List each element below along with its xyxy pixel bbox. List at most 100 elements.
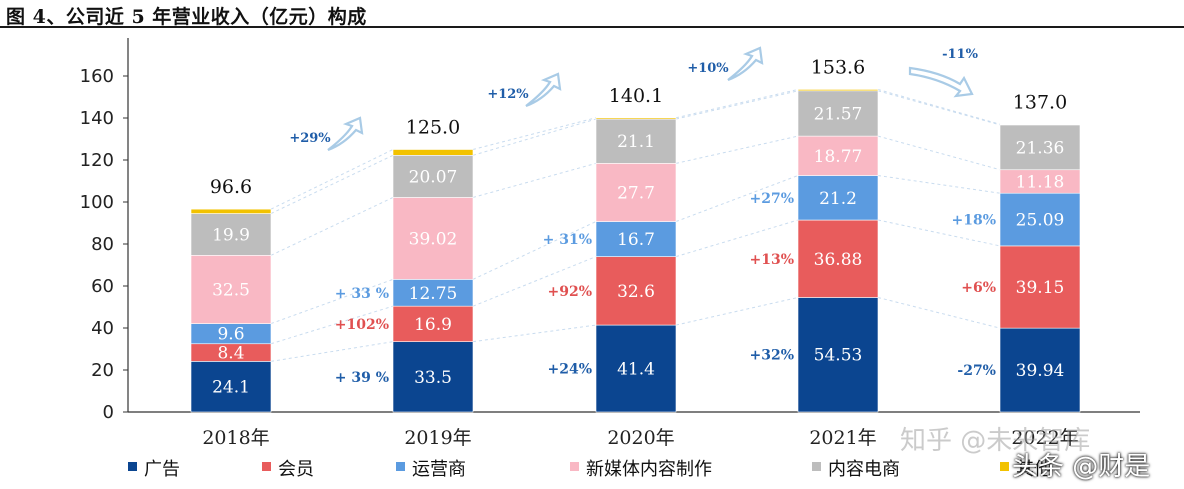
bar-新媒体内容制作-2021年 [797,135,879,176]
bar-新媒体内容制作-2018年 [190,255,272,324]
data-label: 32.6 [617,282,655,302]
total-label: 140.1 [609,85,663,107]
y-tick-label: 100 [80,192,114,213]
connector-line [270,149,394,210]
legend-swatch [570,462,579,471]
bar-其他-2019年 [392,149,474,156]
bar-内容电商-2021年 [797,90,879,137]
connector-line [472,256,597,307]
yoy-label-广告: +24% [547,362,592,378]
growth-arrow: -11% [908,47,979,98]
data-label: 36.88 [814,250,863,270]
bar-内容电商-2020年 [595,118,677,164]
connector-line [675,296,799,326]
bar-广告-2022年 [999,327,1081,413]
data-label: 12.75 [409,284,458,304]
growth-arrow: +12% [487,72,562,108]
yoy-label-运营商: + 31% [543,232,592,248]
title-rule [0,26,1184,28]
connector-lines [270,88,1001,362]
legend-label: 其他 [1016,459,1052,480]
y-tick-label: 20 [91,360,114,381]
connector-line [472,324,597,343]
x-tick-label: 2019年 [404,427,471,449]
connector-line [472,162,597,198]
data-label: 39.02 [409,229,458,249]
data-label: 39.15 [1016,278,1065,298]
connector-line [270,341,394,362]
connector-line [675,90,799,120]
chart-title: 图 4、公司近 5 年营业收入（亿元）构成 [6,6,367,28]
bar-其他-2022年 [999,124,1081,126]
total-growth-label: +12% [487,87,529,102]
connector-line [675,135,799,164]
legend-label: 新媒体内容制作 [586,459,712,480]
legend-label: 会员 [278,459,314,480]
total-growth-label: -11% [942,47,978,62]
connector-line [877,219,1001,247]
total-growth-label: +29% [289,131,331,146]
bars [190,89,1081,413]
legend-item-内容电商: 内容电商 [812,459,900,480]
y-tick-label: 80 [91,234,114,255]
connector-line [472,221,597,280]
data-label: 9.6 [217,325,244,345]
bar-其他-2020年 [595,117,677,120]
data-label: 21.57 [814,104,863,124]
segment-labels: 24.1 8.49.6 32.5 19.9 96.6 33.5 16.9 12.75 39.02… [210,56,1067,397]
bar-运营商-2022年 [999,192,1081,247]
bar-会员-2020年 [595,256,677,326]
x-tick-label: 2022年 [1011,427,1078,449]
legend-swatch [128,462,137,471]
data-label: 54.53 [814,346,863,366]
legend-label: 广告 [144,459,180,480]
connector-line [877,175,1001,194]
connector-line [675,88,799,119]
yoy-label-广告: + 39 % [335,370,389,386]
legend-swatch [812,462,821,471]
data-label: 41.4 [617,360,655,380]
bar-运营商-2021年 [797,175,879,221]
data-label: 16.7 [617,230,655,250]
yoy-label-运营商: +27% [749,191,794,207]
bar-新媒体内容制作-2020年 [595,163,677,222]
legend: 广告 会员 运营商 新媒体内容制作 内容电商 其他 [128,459,1052,480]
legend-item-新媒体内容制作: 新媒体内容制作 [570,459,712,480]
legend-item-广告: 广告 [128,459,180,480]
y-tick-label: 120 [80,150,114,171]
bar-新媒体内容制作-2019年 [392,197,474,280]
bar-会员-2019年 [392,305,474,342]
x-tick-label: 2020年 [607,427,674,449]
bar-会员-2022年 [999,245,1081,329]
data-label: 21.1 [617,132,655,152]
data-label: 21.36 [1016,138,1065,158]
connector-line [675,175,799,222]
total-growth-label: +10% [687,61,729,76]
data-label: 8.4 [217,344,244,364]
connector-line [877,297,1001,329]
data-label: 16.9 [414,315,452,335]
yoy-label-广告: +32% [749,348,794,364]
data-label: 32.5 [212,280,250,300]
total-label: 96.6 [210,176,252,198]
legend-swatch [1000,462,1009,471]
legend-item-会员: 会员 [262,459,314,480]
data-label: 39.94 [1016,361,1065,381]
connector-line [877,90,1001,126]
curved-arrow-up [727,46,764,82]
bar-广告-2020年 [595,324,677,413]
legend-label: 内容电商 [828,459,900,480]
data-label: 25.09 [1016,211,1065,231]
y-tick-label: 140 [80,108,114,129]
watermark-primary: 知乎 @未来智库 [900,426,1091,456]
legend-item-运营商: 运营商 [396,459,466,480]
connector-line [270,196,394,256]
data-label: 27.7 [617,183,655,203]
connector-line [472,118,597,156]
y-tick-label: 40 [91,318,114,339]
bar-其他-2021年 [797,89,879,92]
connector-line [270,154,394,215]
bar-会员-2021年 [797,219,879,298]
data-label: 18.77 [814,147,863,167]
yoy-label-会员: +6% [961,280,996,296]
